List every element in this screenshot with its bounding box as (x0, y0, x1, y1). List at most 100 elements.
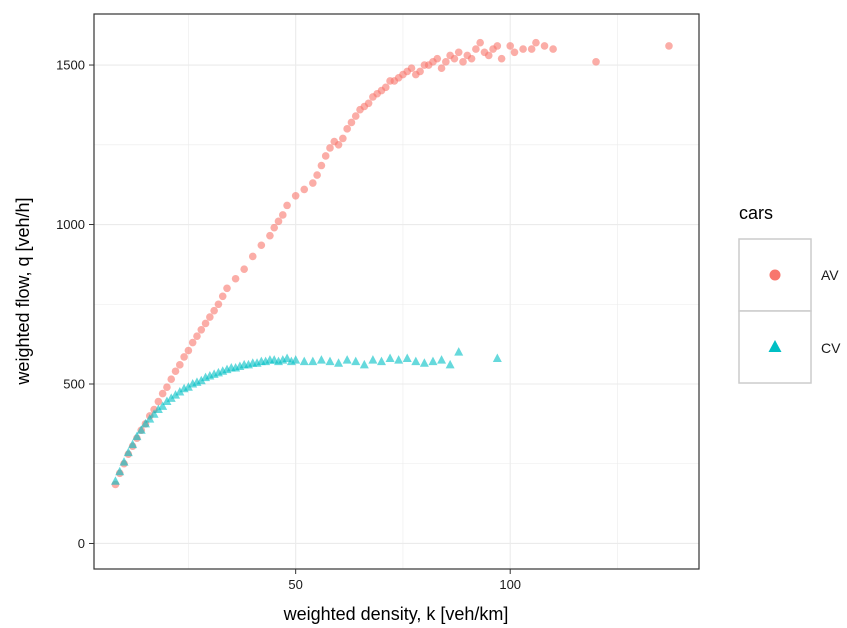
data-point-av (326, 144, 334, 152)
data-point-av (381, 83, 390, 92)
data-point-av (210, 306, 218, 315)
data-point-cv (394, 355, 404, 364)
data-point-av (248, 252, 257, 261)
data-point-av (339, 134, 347, 143)
y-axis-title: weighted flow, q [veh/h] (13, 197, 33, 385)
data-point-av (180, 353, 188, 361)
data-points (110, 38, 673, 489)
data-point-cv (140, 418, 150, 428)
data-point-av (193, 332, 201, 340)
data-point-cv (183, 382, 193, 391)
data-point-av (197, 325, 206, 334)
data-point-av (454, 48, 463, 57)
data-point-av (184, 346, 193, 355)
data-point-av (321, 152, 330, 160)
data-point-av (274, 217, 283, 226)
data-point-av (240, 265, 248, 273)
data-point-cv (171, 390, 181, 399)
data-point-av (459, 58, 467, 66)
data-point-av (154, 397, 163, 406)
data-point-av (592, 58, 600, 66)
data-point-av (270, 223, 279, 232)
data-point-cv (153, 404, 163, 414)
data-point-cv (115, 466, 125, 476)
data-point-av (416, 67, 424, 76)
data-point-av (532, 38, 540, 47)
legend-title: cars (739, 203, 773, 223)
data-point-av (171, 367, 180, 376)
data-point-av (257, 241, 266, 250)
series-cv (110, 347, 502, 485)
data-point-cv (342, 355, 352, 364)
data-point-av (300, 185, 309, 194)
data-point-cv (132, 431, 142, 441)
y-tick-label: 1500 (56, 58, 85, 73)
data-point-cv (166, 393, 176, 402)
data-point-av (472, 45, 480, 53)
data-point-av (433, 54, 442, 63)
data-point-av (163, 383, 171, 391)
data-point-av (540, 42, 549, 50)
data-point-cv (196, 375, 206, 385)
data-point-cv (437, 355, 447, 364)
x-tick-label: 100 (499, 577, 521, 592)
data-point-av (467, 54, 476, 63)
data-point-av (231, 274, 240, 283)
data-point-av (442, 58, 450, 66)
data-point-av (188, 338, 197, 347)
plot-panel (94, 14, 699, 569)
data-point-av (407, 64, 416, 73)
data-point-cv (316, 355, 326, 364)
data-point-av (291, 192, 300, 200)
data-point-cv (385, 353, 395, 362)
data-point-cv (128, 439, 138, 449)
data-point-av (351, 112, 360, 120)
data-point-av (527, 45, 536, 53)
data-point-cv (299, 356, 309, 366)
data-point-cv (119, 457, 129, 466)
data-point-av (510, 48, 519, 57)
y-tick-label: 1000 (56, 217, 85, 232)
x-axis-title: weighted density, k [veh/km] (283, 604, 509, 624)
data-point-cv (402, 353, 412, 362)
data-point-av (484, 51, 493, 60)
data-point-cv (149, 409, 159, 418)
data-point-av (476, 38, 484, 47)
data-point-cv (123, 447, 133, 457)
data-point-av (334, 140, 343, 149)
y-tick-label: 0 (78, 536, 85, 551)
y-tick-label: 500 (63, 377, 85, 392)
data-point-av (218, 292, 227, 301)
data-point-av (223, 284, 231, 293)
data-point-cv (282, 353, 292, 362)
data-point-av (278, 211, 287, 219)
data-point-cv (428, 356, 438, 366)
legend-triangle-icon (768, 340, 782, 352)
data-point-av (176, 361, 184, 369)
data-point-av (167, 375, 176, 384)
data-point-cv (351, 356, 361, 366)
data-point-av (317, 161, 326, 170)
data-point-cv (368, 355, 378, 364)
data-point-cv (325, 356, 335, 366)
data-point-av (549, 45, 557, 53)
data-point-av (347, 118, 356, 127)
data-point-cv (291, 355, 301, 364)
data-point-cv (445, 359, 455, 369)
legend: cars AV CV (738, 203, 841, 384)
grid-lines (94, 14, 699, 569)
data-point-av (206, 313, 214, 321)
data-point-cv (376, 356, 386, 366)
data-point-cv (158, 401, 168, 410)
plot-border (93, 13, 700, 570)
data-point-cv (411, 356, 421, 366)
data-point-av (309, 179, 317, 187)
data-point-cv (175, 386, 185, 396)
x-axis: 50 100 (288, 569, 521, 592)
data-point-cv (359, 359, 369, 369)
data-point-av (519, 45, 527, 53)
data-point-av (343, 125, 351, 133)
data-point-cv (419, 358, 429, 367)
data-point-cv (492, 353, 502, 362)
data-point-av (364, 99, 373, 108)
